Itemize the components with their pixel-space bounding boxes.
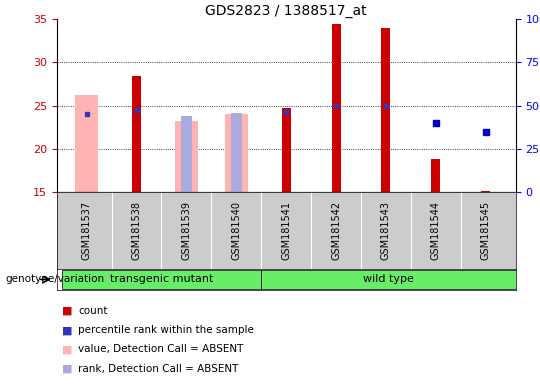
Bar: [431, 159, 440, 192]
Title: GDS2823 / 1388517_at: GDS2823 / 1388517_at: [205, 4, 367, 18]
Text: genotype/variation: genotype/variation: [5, 274, 105, 285]
Text: ■: ■: [62, 306, 72, 316]
Text: wild type: wild type: [363, 274, 414, 285]
Bar: [261, 270, 516, 289]
Text: GSM181537: GSM181537: [82, 201, 92, 260]
Bar: [181, 116, 192, 192]
Text: rank, Detection Call = ABSENT: rank, Detection Call = ABSENT: [78, 364, 239, 374]
Text: GSM181542: GSM181542: [331, 201, 341, 260]
Text: GSM181545: GSM181545: [481, 201, 491, 260]
Text: GSM181540: GSM181540: [231, 201, 241, 260]
Text: count: count: [78, 306, 108, 316]
Text: ■: ■: [62, 344, 72, 354]
Bar: [231, 113, 242, 192]
Text: GSM181543: GSM181543: [381, 201, 391, 260]
Text: percentile rank within the sample: percentile rank within the sample: [78, 325, 254, 335]
Text: value, Detection Call = ABSENT: value, Detection Call = ABSENT: [78, 344, 244, 354]
Text: ■: ■: [62, 325, 72, 335]
Text: GSM181541: GSM181541: [281, 201, 291, 260]
Bar: [225, 114, 247, 192]
Text: GSM181539: GSM181539: [181, 201, 191, 260]
Bar: [132, 76, 141, 192]
Bar: [175, 121, 198, 192]
Text: transgenic mutant: transgenic mutant: [110, 274, 213, 285]
Text: GSM181538: GSM181538: [132, 201, 141, 260]
Bar: [62, 270, 261, 289]
Text: GSM181544: GSM181544: [431, 201, 441, 260]
Bar: [76, 95, 98, 192]
Bar: [282, 108, 291, 192]
Text: ■: ■: [62, 364, 72, 374]
Bar: [332, 23, 341, 192]
Bar: [481, 191, 490, 192]
Bar: [381, 28, 390, 192]
